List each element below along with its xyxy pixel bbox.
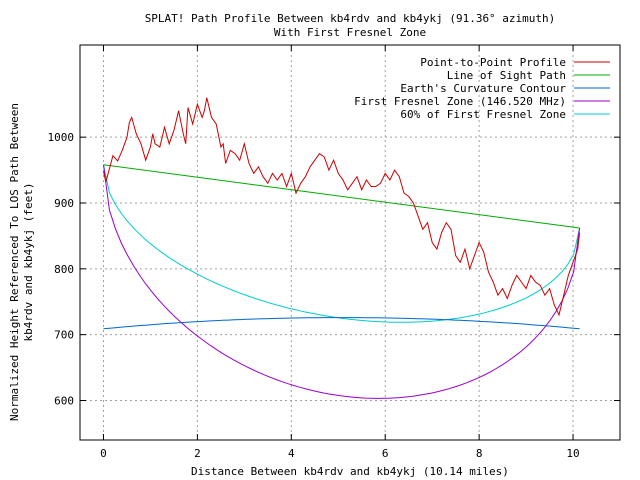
plot-frame xyxy=(79,44,621,441)
x-tick-label: 6 xyxy=(382,447,389,460)
axis-ticks: 0 2 4 6 8 10 600 700 800 900 1000 xyxy=(48,45,620,460)
y-tick-label: 900 xyxy=(54,197,74,210)
x-tick-label: 8 xyxy=(476,447,483,460)
legend-label-line-of-sight-path: Line of Sight Path xyxy=(447,69,566,82)
series-line-first-fresnel-zone-146-520-mhz xyxy=(103,164,581,399)
x-tick-label: 2 xyxy=(194,447,201,460)
chart-subtitle: With First Fresnel Zone xyxy=(274,26,426,39)
series-line-60-of-first-fresnel-zone xyxy=(103,164,581,323)
series-lines xyxy=(103,97,581,399)
series-line-earth-s-curvature-contour xyxy=(103,317,580,330)
grid-lines xyxy=(80,45,620,440)
series-line-point-to-point-profile xyxy=(103,97,581,317)
series-line-line-of-sight-path xyxy=(103,164,580,229)
y-tick-label: 600 xyxy=(54,395,74,408)
x-axis-label: Distance Between kb4rdv and kb4ykj (10.1… xyxy=(191,465,509,478)
legend-label-point-to-point-profile: Point-to-Point Profile xyxy=(420,56,566,69)
x-tick-label: 10 xyxy=(566,447,579,460)
y-tick-label: 1000 xyxy=(48,131,75,144)
legend-label-60-of-first-fresnel-zone: 60% of First Fresnel Zone xyxy=(400,108,566,121)
legend-label-first-fresnel-zone-146-520-mhz: First Fresnel Zone (146.520 MHz) xyxy=(354,95,566,108)
chart-title: SPLAT! Path Profile Between kb4rdv and k… xyxy=(145,12,556,25)
y-tick-label: 700 xyxy=(54,329,74,342)
y-tick-label: 800 xyxy=(54,263,74,276)
y-axis-label-line1: Normalized Height Referenced To LOS Path… xyxy=(8,103,21,421)
x-tick-label: 0 xyxy=(100,447,107,460)
y-axis-label-line2: kb4rdv and kb4ykj (feet) xyxy=(22,183,35,342)
x-tick-label: 4 xyxy=(288,447,295,460)
legend-label-earth-s-curvature-contour: Earth's Curvature Contour xyxy=(400,82,566,95)
